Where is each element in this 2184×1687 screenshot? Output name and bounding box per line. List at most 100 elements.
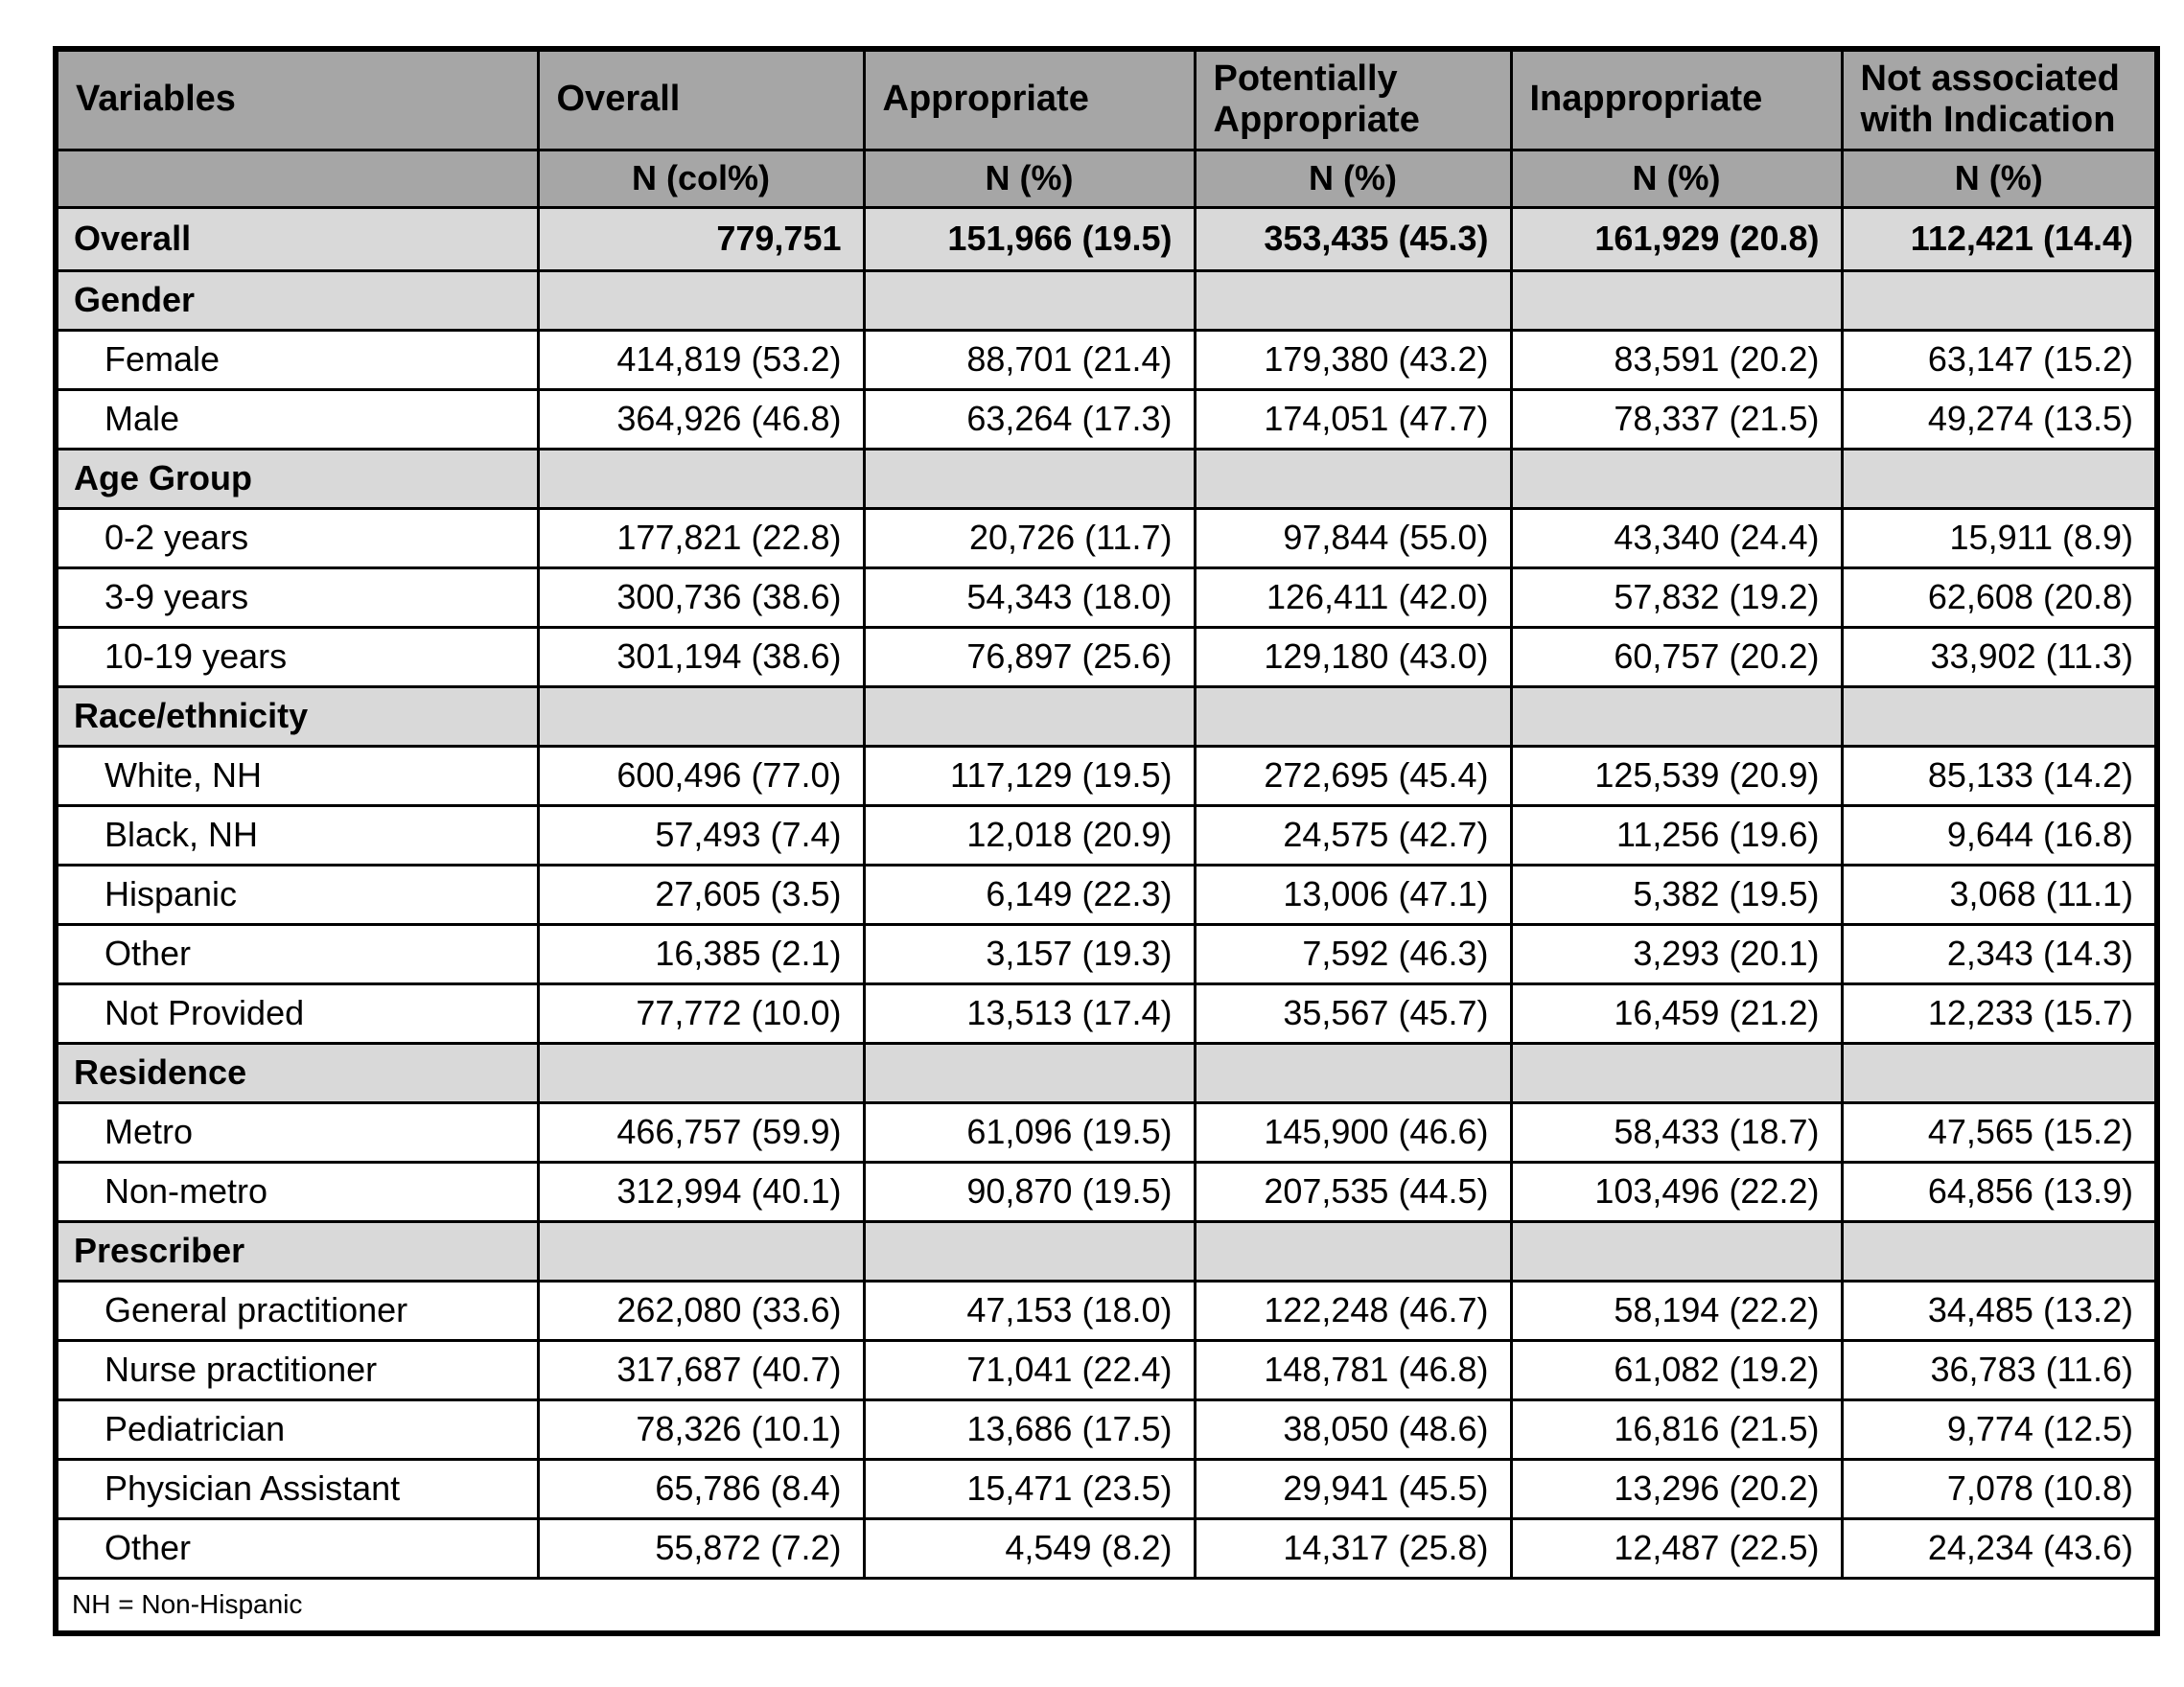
cell-value — [862, 1041, 1197, 1104]
table-row: Metro 466,757 (59.9) 61,096 (19.5) 145,900 … — [54, 1100, 2159, 1164]
cell-value — [536, 684, 866, 748]
cell-value: 33,902 (11.3) — [1840, 625, 2159, 688]
cell-value: 13,296 (20.2) — [1509, 1457, 1844, 1520]
cell-value: 600,496 (77.0) — [536, 744, 866, 807]
cell-value: 122,248 (46.7) — [1193, 1279, 1513, 1342]
subheader-not-associated: N (%) — [1840, 148, 2159, 209]
cell-value: 61,096 (19.5) — [862, 1100, 1197, 1164]
cell-value: 71,041 (22.4) — [862, 1338, 1197, 1401]
cell-value: 4,549 (8.2) — [862, 1516, 1197, 1580]
cell-value: 174,051 (47.7) — [1193, 387, 1513, 451]
cell-value: 47,565 (15.2) — [1840, 1100, 2159, 1164]
table-row: 3-9 years 300,736 (38.6) 54,343 (18.0) 126,… — [54, 566, 2159, 629]
cell-value: 129,180 (43.0) — [1193, 625, 1513, 688]
cell-value: 57,493 (7.4) — [536, 803, 866, 867]
cell-value — [536, 1041, 866, 1104]
cell-value: 3,157 (19.3) — [862, 922, 1197, 985]
table-row: Non-metro 312,994 (40.1) 90,870 (19.5) 207,… — [54, 1160, 2159, 1223]
cell-value: 49,274 (13.5) — [1840, 387, 2159, 451]
cell-value: 63,264 (17.3) — [862, 387, 1197, 451]
cell-value: 16,385 (2.1) — [536, 922, 866, 985]
row-label: Overall — [54, 205, 540, 272]
table-row: Female 414,819 (53.2) 88,701 (21.4) 179,380… — [54, 328, 2159, 391]
table-row: Physician Assistant 65,786 (8.4) 15,471 (2… — [54, 1457, 2159, 1520]
column-header-appropriate: Appropriate — [862, 47, 1197, 151]
table-footer: NH = Non-Hispanic — [54, 1576, 2159, 1635]
cell-value: 34,485 (13.2) — [1840, 1279, 2159, 1342]
cell-value: 414,819 (53.2) — [536, 328, 866, 391]
cell-value — [1193, 1219, 1513, 1283]
cell-value: 9,774 (12.5) — [1840, 1398, 2159, 1461]
table-row: Other 16,385 (2.1) 3,157 (19.3) 7,592 (46.3… — [54, 922, 2159, 985]
cell-value: 2,343 (14.3) — [1840, 922, 2159, 985]
cell-value: 24,234 (43.6) — [1840, 1516, 2159, 1580]
cell-value: 466,757 (59.9) — [536, 1100, 866, 1164]
cell-value: 88,701 (21.4) — [862, 328, 1197, 391]
cell-value: 83,591 (20.2) — [1509, 328, 1844, 391]
cell-value: 5,382 (19.5) — [1509, 863, 1844, 926]
cell-value: 12,018 (20.9) — [862, 803, 1197, 867]
cell-value — [1840, 447, 2159, 510]
cell-value: 272,695 (45.4) — [1193, 744, 1513, 807]
cell-value: 78,337 (21.5) — [1509, 387, 1844, 451]
cell-value: 9,644 (16.8) — [1840, 803, 2159, 867]
cell-value: 65,786 (8.4) — [536, 1457, 866, 1520]
row-label: Prescriber — [54, 1219, 540, 1283]
column-header-variables: Variables — [54, 47, 540, 151]
cell-value: 55,872 (7.2) — [536, 1516, 866, 1580]
cell-value — [1840, 268, 2159, 332]
table-row: Overall 779,751 151,966 (19.5) 353,435 (45.… — [54, 205, 2159, 272]
row-label: Residence — [54, 1041, 540, 1104]
cell-value — [536, 268, 866, 332]
row-label: Other — [54, 922, 540, 985]
table-row: Hispanic 27,605 (3.5) 6,149 (22.3) 13,006 (… — [54, 863, 2159, 926]
column-header-overall: Overall — [536, 47, 866, 151]
cell-value — [862, 268, 1197, 332]
row-label: 3-9 years — [54, 566, 540, 629]
cell-value: 29,941 (45.5) — [1193, 1457, 1513, 1520]
cell-value: 161,929 (20.8) — [1509, 205, 1844, 272]
cell-value — [1840, 684, 2159, 748]
cell-value: 7,592 (46.3) — [1193, 922, 1513, 985]
cell-value: 12,233 (15.7) — [1840, 982, 2159, 1045]
row-label: Not Provided — [54, 982, 540, 1045]
subheader-overall: N (col%) — [536, 148, 866, 209]
cell-value — [1193, 268, 1513, 332]
row-label: Nurse practitioner — [54, 1338, 540, 1401]
cell-value — [1193, 1041, 1513, 1104]
cell-value — [1509, 684, 1844, 748]
cell-value: 57,832 (19.2) — [1509, 566, 1844, 629]
cell-value: 145,900 (46.6) — [1193, 1100, 1513, 1164]
section-row: Age Group — [54, 447, 2159, 510]
table-row: 10-19 years 301,194 (38.6) 76,897 (25.6) 12… — [54, 625, 2159, 688]
cell-value — [1193, 447, 1513, 510]
cell-value: 779,751 — [536, 205, 866, 272]
row-label: Hispanic — [54, 863, 540, 926]
row-label: Non-metro — [54, 1160, 540, 1223]
cell-value: 3,068 (11.1) — [1840, 863, 2159, 926]
row-label: Physician Assistant — [54, 1457, 540, 1520]
cell-value: 58,433 (18.7) — [1509, 1100, 1844, 1164]
table-row: Nurse practitioner 317,687 (40.7) 71,041 (… — [54, 1338, 2159, 1401]
cell-value: 14,317 (25.8) — [1193, 1516, 1513, 1580]
row-label: Female — [54, 328, 540, 391]
table-row: Pediatrician 78,326 (10.1) 13,686 (17.5) 38… — [54, 1398, 2159, 1461]
row-label: General practitioner — [54, 1279, 540, 1342]
cell-value: 15,911 (8.9) — [1840, 506, 2159, 569]
row-label: Age Group — [54, 447, 540, 510]
cell-value: 16,459 (21.2) — [1509, 982, 1844, 1045]
cell-value: 13,513 (17.4) — [862, 982, 1197, 1045]
section-row: Gender — [54, 268, 2159, 332]
row-label: Black, NH — [54, 803, 540, 867]
row-label: Gender — [54, 268, 540, 332]
cell-value: 13,006 (47.1) — [1193, 863, 1513, 926]
row-label: 0-2 years — [54, 506, 540, 569]
cell-value: 6,149 (22.3) — [862, 863, 1197, 926]
cell-value — [862, 447, 1197, 510]
row-label: White, NH — [54, 744, 540, 807]
cell-value — [1509, 1219, 1844, 1283]
cell-value: 300,736 (38.6) — [536, 566, 866, 629]
subheader-appropriate: N (%) — [862, 148, 1197, 209]
subheader-variables — [54, 148, 540, 209]
